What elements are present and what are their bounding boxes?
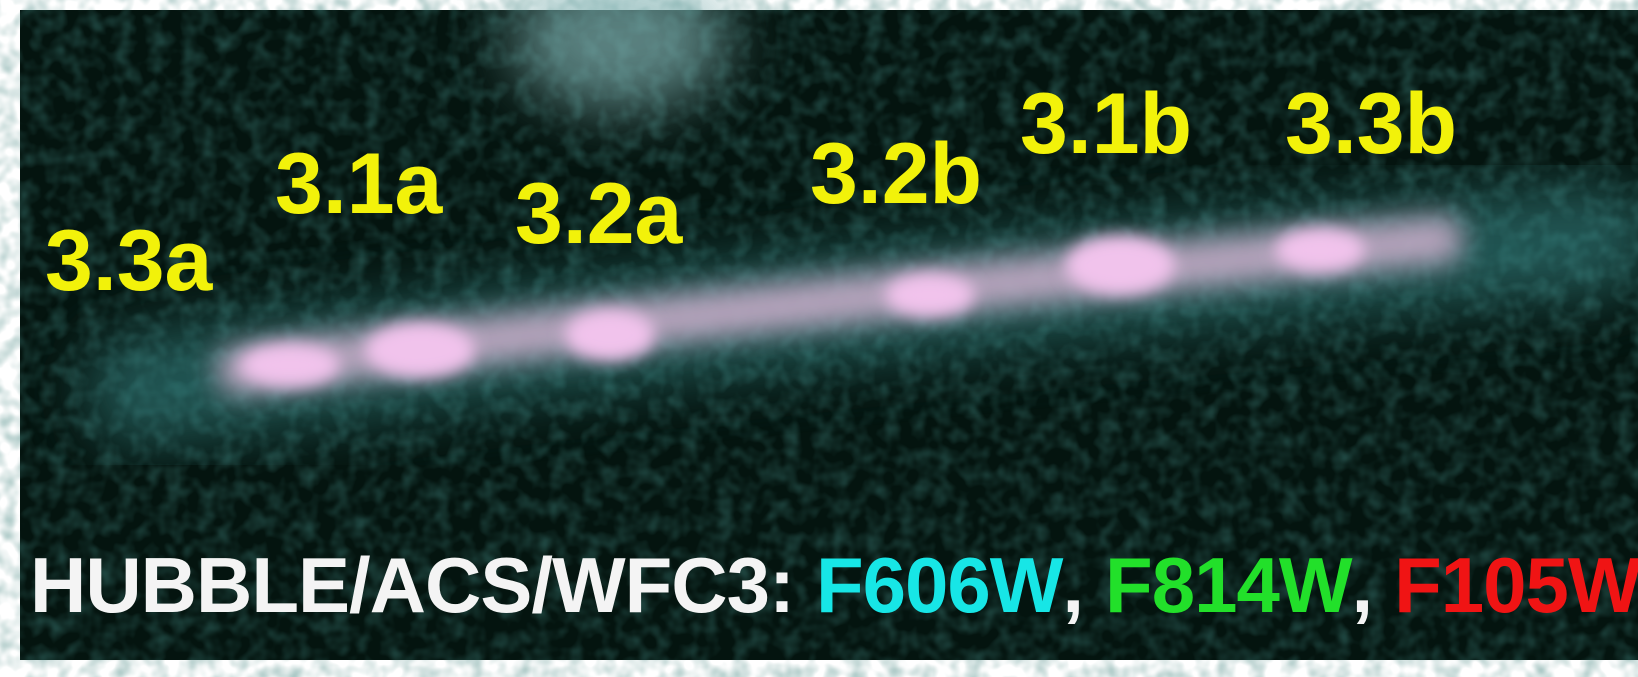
page: 3.3a 3.1a 3.2a 3.2b 3.1b 3.3b HUBBLE/ACS/WFC3… <box>0 0 1638 677</box>
caption-part: F105W <box>1394 540 1638 631</box>
image-label: 3.3a <box>45 213 214 309</box>
caption: HUBBLE/ACS/WFC3:F606W,F814W,F105W <box>30 540 1638 631</box>
image-label: 3.2b <box>810 126 982 222</box>
image-label: 3.1b <box>1020 76 1192 172</box>
caption-part: F606W <box>816 540 1062 631</box>
image-label: 3.2a <box>515 166 684 262</box>
image-label: 3.1a <box>275 136 444 232</box>
image-label: 3.3b <box>1285 76 1457 172</box>
caption-part: , <box>1062 540 1083 631</box>
caption-part: HUBBLE/ACS/WFC3: <box>30 540 794 631</box>
caption-part: F814W <box>1105 540 1351 631</box>
caption-part: , <box>1351 540 1372 631</box>
